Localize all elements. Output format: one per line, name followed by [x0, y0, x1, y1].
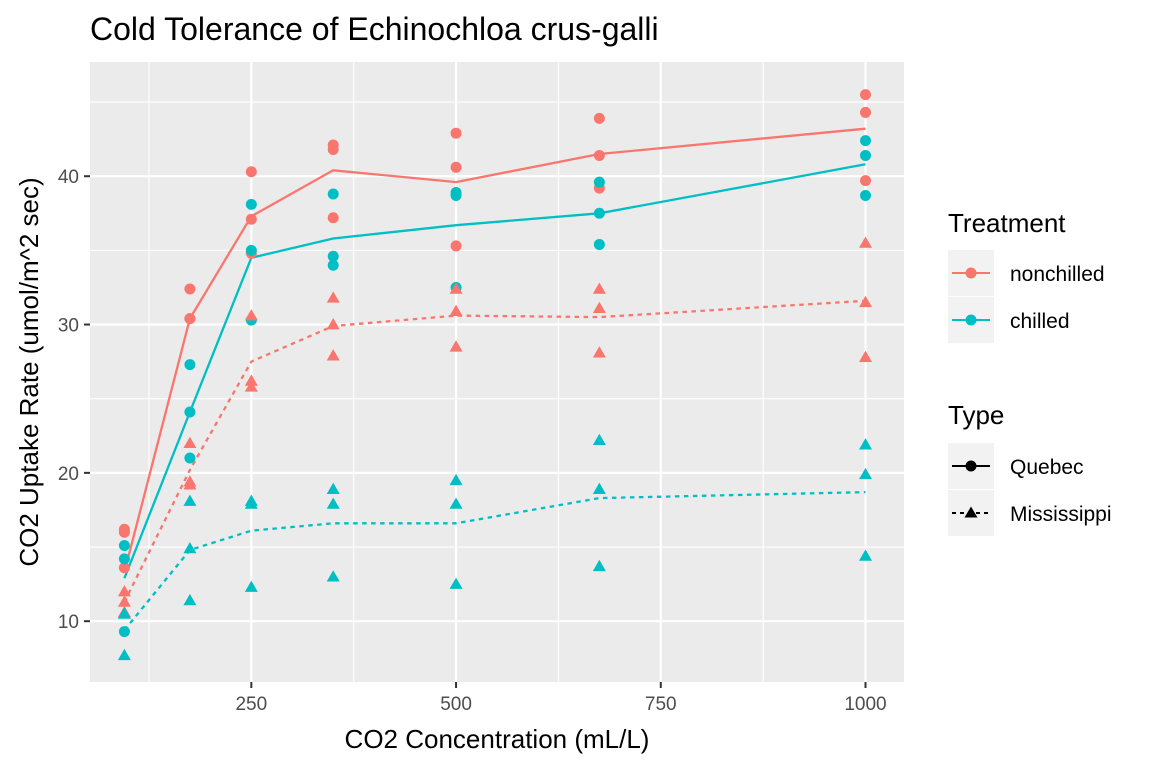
data-point-nonchilled-quebec	[327, 212, 339, 224]
data-point-chilled-mississippi	[183, 542, 197, 554]
data-point-nonchilled-mississippi	[244, 374, 258, 386]
data-point-nonchilled-mississippi	[326, 318, 340, 330]
data-point-chilled-quebec	[327, 188, 339, 200]
data-point-chilled-quebec	[593, 207, 605, 219]
data-point-chilled-mississippi	[449, 497, 463, 509]
data-point-chilled-quebec	[184, 359, 196, 371]
legend-label-chilled: chilled	[1010, 310, 1070, 333]
x-axis-title: CO2 Concentration (mL/L)	[345, 724, 650, 754]
data-point-nonchilled-quebec	[450, 240, 462, 252]
data-point-nonchilled-mississippi	[449, 282, 463, 294]
data-point-chilled-mississippi	[859, 467, 873, 480]
y-tick-label: 30	[58, 316, 79, 337]
y-tick-label: 10	[58, 612, 79, 633]
data-point-nonchilled-mississippi	[244, 380, 258, 392]
data-point-chilled-quebec	[593, 238, 605, 250]
y-tick-label: 40	[58, 167, 79, 188]
data-point-chilled-mississippi	[117, 607, 131, 619]
data-points	[117, 89, 873, 661]
x-tick-label: 250	[235, 694, 267, 715]
data-point-nonchilled-quebec	[593, 112, 605, 124]
data-point-nonchilled-mississippi	[592, 346, 606, 358]
data-point-nonchilled-quebec	[118, 562, 130, 574]
legend-point-nonchilled	[965, 267, 977, 279]
data-point-nonchilled-quebec	[860, 89, 872, 101]
data-point-chilled-quebec	[327, 259, 339, 271]
data-point-chilled-mississippi	[592, 433, 606, 446]
data-point-nonchilled-quebec	[860, 106, 872, 118]
legend-label-nonchilled: nonchilled	[1010, 263, 1105, 286]
legend-label-quebec: Quebec	[1010, 456, 1084, 479]
data-point-nonchilled-mississippi	[117, 595, 131, 607]
data-point-chilled-quebec	[184, 452, 196, 464]
data-point-chilled-mississippi	[244, 580, 258, 592]
data-point-nonchilled-mississippi	[592, 282, 606, 294]
data-point-chilled-mississippi	[183, 494, 197, 506]
data-point-nonchilled-mississippi	[244, 309, 258, 321]
data-point-chilled-quebec	[118, 540, 130, 552]
axis-ticks: 250 500 750 1000 10 20 30 40	[58, 167, 887, 715]
data-point-nonchilled-mississippi	[859, 295, 873, 308]
data-point-chilled-mississippi	[592, 559, 606, 572]
data-point-nonchilled-mississippi	[183, 475, 197, 487]
data-point-nonchilled-mississippi	[859, 350, 873, 362]
data-point-chilled-quebec	[450, 189, 462, 201]
plot-panel	[90, 62, 904, 682]
data-point-chilled-quebec	[118, 626, 130, 638]
data-point-chilled-quebec	[184, 406, 196, 418]
data-point-nonchilled-mississippi	[183, 436, 197, 448]
data-point-nonchilled-quebec	[245, 166, 257, 178]
data-point-nonchilled-quebec	[118, 523, 130, 535]
data-point-nonchilled-quebec	[184, 283, 196, 295]
data-point-chilled-mississippi	[449, 577, 463, 589]
data-point-chilled-mississippi	[117, 648, 131, 661]
y-tick-label: 20	[58, 464, 79, 485]
legend-title-type: Type	[948, 400, 1004, 430]
y-axis-title: CO2 Uptake Rate (umol/m^2 sec)	[14, 177, 44, 566]
data-point-nonchilled-quebec	[184, 313, 196, 325]
data-point-nonchilled-quebec	[450, 127, 462, 139]
data-point-nonchilled-mississippi	[117, 585, 131, 597]
data-point-nonchilled-mississippi	[326, 349, 340, 361]
data-point-chilled-mississippi	[859, 549, 873, 561]
data-point-chilled-mississippi	[592, 482, 606, 494]
data-point-chilled-quebec	[860, 135, 872, 147]
data-point-chilled-quebec	[593, 176, 605, 188]
data-point-chilled-quebec	[245, 244, 257, 256]
data-point-chilled-mississippi	[859, 438, 873, 450]
data-point-chilled-mississippi	[244, 497, 258, 509]
data-point-nonchilled-quebec	[860, 175, 872, 187]
data-point-chilled-quebec	[327, 250, 339, 262]
data-point-nonchilled-quebec	[593, 149, 605, 161]
data-point-nonchilled-mississippi	[859, 236, 873, 248]
data-point-chilled-mississippi	[449, 473, 463, 486]
data-point-nonchilled-quebec	[245, 213, 257, 225]
data-point-nonchilled-mississippi	[326, 291, 340, 303]
legend: Treatment nonchilled chilled Type Quebec…	[948, 208, 1112, 536]
legend-point-chilled	[965, 314, 977, 326]
data-point-nonchilled-mississippi	[449, 340, 463, 352]
data-point-chilled-mississippi	[326, 497, 340, 509]
x-tick-label: 1000	[844, 694, 886, 715]
data-point-nonchilled-mississippi	[592, 301, 606, 314]
data-point-nonchilled-mississippi	[449, 304, 463, 316]
legend-point-mississippi	[964, 506, 978, 518]
legend-label-mississippi: Mississippi	[1010, 503, 1112, 526]
data-point-chilled-mississippi	[326, 570, 340, 582]
x-tick-label: 500	[440, 694, 472, 715]
data-point-chilled-quebec	[860, 189, 872, 201]
data-point-chilled-quebec	[245, 198, 257, 210]
data-point-nonchilled-quebec	[327, 139, 339, 151]
legend-title-treatment: Treatment	[948, 208, 1066, 238]
data-point-chilled-quebec	[860, 149, 872, 161]
data-point-chilled-mississippi	[183, 593, 197, 606]
data-point-chilled-mississippi	[326, 482, 340, 494]
legend-point-quebec	[965, 460, 977, 472]
x-tick-label: 750	[645, 694, 677, 715]
chart-title: Cold Tolerance of Echinochloa crus-galli	[90, 11, 659, 47]
data-point-chilled-quebec	[118, 553, 130, 565]
data-point-nonchilled-quebec	[450, 161, 462, 173]
